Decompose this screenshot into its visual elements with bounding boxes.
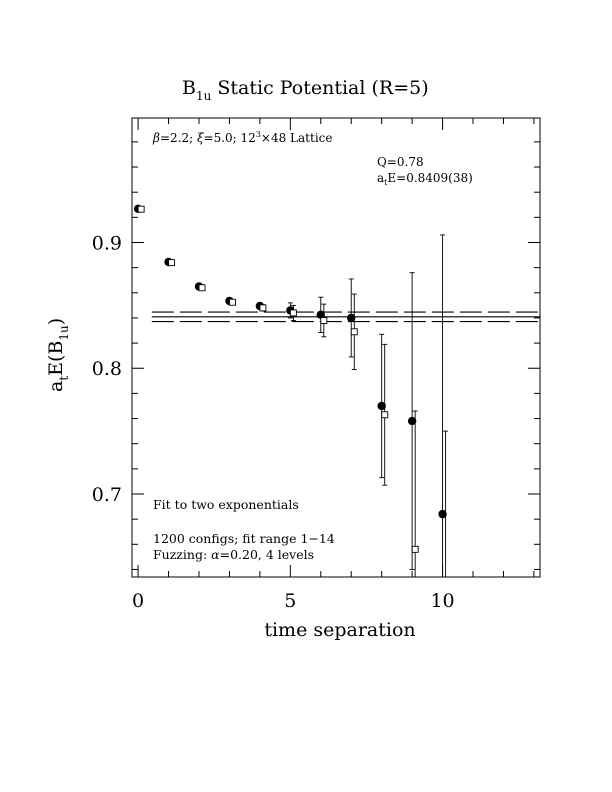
marker-open-square: [381, 411, 389, 419]
plot-frame: [131, 117, 541, 578]
marker-filled-circle: [438, 509, 447, 519]
lattice-beta: =2.2;: [160, 131, 197, 145]
circle-point: [438, 234, 447, 577]
xi-symbol: ξ: [197, 131, 205, 145]
marker-filled-circle: [316, 310, 325, 320]
marker-filled-circle: [407, 416, 417, 426]
square-point: [168, 259, 176, 267]
square-point: [259, 304, 267, 312]
marker-open-square: [411, 545, 419, 553]
ylabel-mid: E(B: [45, 341, 67, 376]
lattice-rest: ×48 Lattice: [261, 131, 333, 145]
square-point: [320, 303, 328, 338]
plot-border: [131, 117, 541, 578]
marker-open-square: [320, 317, 328, 324]
x-axis-label: time separation: [264, 619, 415, 641]
fuzzing-rest: =0.20, 4 levels: [220, 547, 314, 562]
title-subscript: 1u: [196, 89, 212, 103]
title-main: B: [182, 77, 196, 99]
circle-point: [316, 296, 325, 333]
axis-ticks: [132, 118, 540, 577]
fuzzing-annotation: Fuzzing: α=0.20, 4 levels: [153, 547, 314, 562]
y-tick-label: 0.8: [92, 358, 122, 380]
square-point: [229, 298, 236, 306]
square-point: [350, 293, 358, 370]
marker-open-square: [289, 309, 297, 317]
lattice-annotation: β=2.2; ξ=5.0; 123×48 Lattice: [152, 130, 332, 145]
square-point: [198, 284, 206, 292]
fit-type-annotation: Fit to two exponentials: [153, 497, 299, 512]
square-point: [411, 410, 419, 577]
marker-open-square: [350, 328, 358, 336]
marker-open-square: [229, 298, 236, 306]
marker-filled-circle: [377, 401, 386, 411]
beta-symbol: β: [152, 131, 160, 145]
square-point: [443, 430, 449, 577]
tick-labels: 0 5 10 0.7 0.8 0.9: [92, 232, 455, 612]
y-tick-label: 0.7: [92, 484, 122, 506]
fit-t-subscript: t: [384, 178, 388, 187]
circle-point: [347, 278, 356, 358]
fit-energy-value: E=0.8409(38): [387, 171, 472, 185]
q-value-annotation: Q=0.78: [377, 155, 424, 169]
fuzzing-prefix: Fuzzing:: [153, 547, 211, 562]
alpha-symbol: α: [211, 547, 220, 562]
fit-energy-annotation: atE=0.8409(38): [377, 171, 473, 187]
square-point: [137, 205, 145, 213]
x-tick-label: 5: [284, 590, 296, 612]
circle-point: [377, 333, 386, 479]
lattice-cube: 3: [256, 130, 261, 139]
marker-filled-circle: [347, 313, 356, 323]
y-tick-label: 0.9: [92, 232, 122, 254]
x-tick-label: 0: [132, 590, 144, 612]
marker-open-square: [168, 259, 176, 267]
square-point: [289, 304, 297, 321]
ylabel-t-subscript: t: [57, 376, 71, 381]
y-axis-label: atE(B1u): [45, 318, 71, 392]
data-points: [133, 204, 449, 577]
ylabel-a: a: [45, 381, 67, 392]
marker-open-square: [137, 205, 145, 213]
fit-a: a: [377, 171, 384, 185]
ylabel-1u-subscript: 1u: [57, 325, 71, 341]
title-rest: Static Potential (R=5): [211, 77, 428, 99]
circle-point: [407, 272, 417, 570]
configs-annotation: 1200 configs; fit range 1−14: [153, 531, 335, 546]
marker-open-square: [259, 304, 267, 312]
marker-open-square: [198, 284, 206, 292]
square-point: [381, 343, 389, 486]
chart-title: B1u Static Potential (R=5): [182, 77, 429, 103]
lattice-xi: =5.0; 12: [204, 131, 256, 145]
ylabel-end: ): [45, 318, 67, 325]
x-tick-label: 10: [430, 590, 454, 612]
fit-lines: [151, 311, 540, 323]
